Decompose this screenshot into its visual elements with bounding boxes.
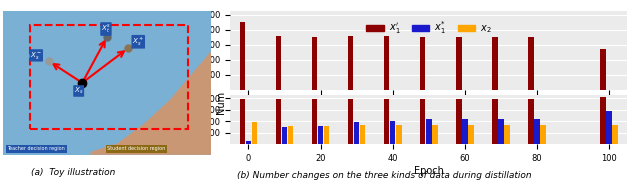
Bar xyxy=(384,99,389,144)
Bar xyxy=(239,99,245,144)
Bar xyxy=(600,49,606,180)
Bar xyxy=(348,36,353,180)
Bar xyxy=(426,119,431,144)
FancyBboxPatch shape xyxy=(3,11,211,155)
Bar xyxy=(504,125,509,144)
Bar xyxy=(456,37,461,180)
Bar xyxy=(396,125,401,144)
Bar xyxy=(276,99,281,144)
Bar xyxy=(498,119,504,144)
Bar xyxy=(384,36,389,180)
Bar xyxy=(390,121,396,144)
X-axis label: Epoch: Epoch xyxy=(414,165,444,176)
Text: (b) Number changes on the three kinds of data during distillation: (b) Number changes on the three kinds of… xyxy=(237,171,531,180)
Text: $X_t^s$: $X_t^s$ xyxy=(101,23,111,35)
Bar xyxy=(354,122,360,144)
Bar xyxy=(420,99,426,144)
Bar xyxy=(492,99,498,144)
Bar xyxy=(312,99,317,144)
Bar xyxy=(468,125,474,144)
Bar xyxy=(282,127,287,144)
Text: Student decision region: Student decision region xyxy=(108,147,166,152)
Bar xyxy=(246,141,251,144)
Bar xyxy=(360,125,365,144)
Bar xyxy=(528,99,534,144)
Bar xyxy=(456,99,461,144)
Bar xyxy=(288,126,293,144)
Text: Num: Num xyxy=(216,91,227,114)
Bar xyxy=(607,111,612,144)
Bar xyxy=(324,126,330,144)
Text: Teacher decision region: Teacher decision region xyxy=(8,147,65,152)
Bar xyxy=(420,37,426,180)
Text: $X_s^+$: $X_s^+$ xyxy=(132,36,145,48)
Bar xyxy=(252,122,257,144)
Text: $X_s^-$: $X_s^-$ xyxy=(30,50,42,61)
Bar xyxy=(612,125,618,144)
Bar xyxy=(318,126,323,144)
Bar xyxy=(528,37,534,180)
Bar xyxy=(312,37,317,180)
Bar xyxy=(432,125,438,144)
Polygon shape xyxy=(91,51,211,155)
Bar xyxy=(540,125,546,144)
Bar xyxy=(462,119,468,144)
Text: (a)  Toy illustration: (a) Toy illustration xyxy=(31,168,116,177)
Bar xyxy=(239,22,245,180)
Bar xyxy=(492,37,498,180)
Bar xyxy=(348,99,353,144)
Text: $X_s$: $X_s$ xyxy=(74,86,83,96)
Bar xyxy=(600,97,606,144)
Legend: $x_1^{\prime}$, $x_1^{*}$, $x_2$: $x_1^{\prime}$, $x_1^{*}$, $x_2$ xyxy=(362,16,495,40)
Bar xyxy=(534,119,540,144)
Bar xyxy=(276,36,281,180)
